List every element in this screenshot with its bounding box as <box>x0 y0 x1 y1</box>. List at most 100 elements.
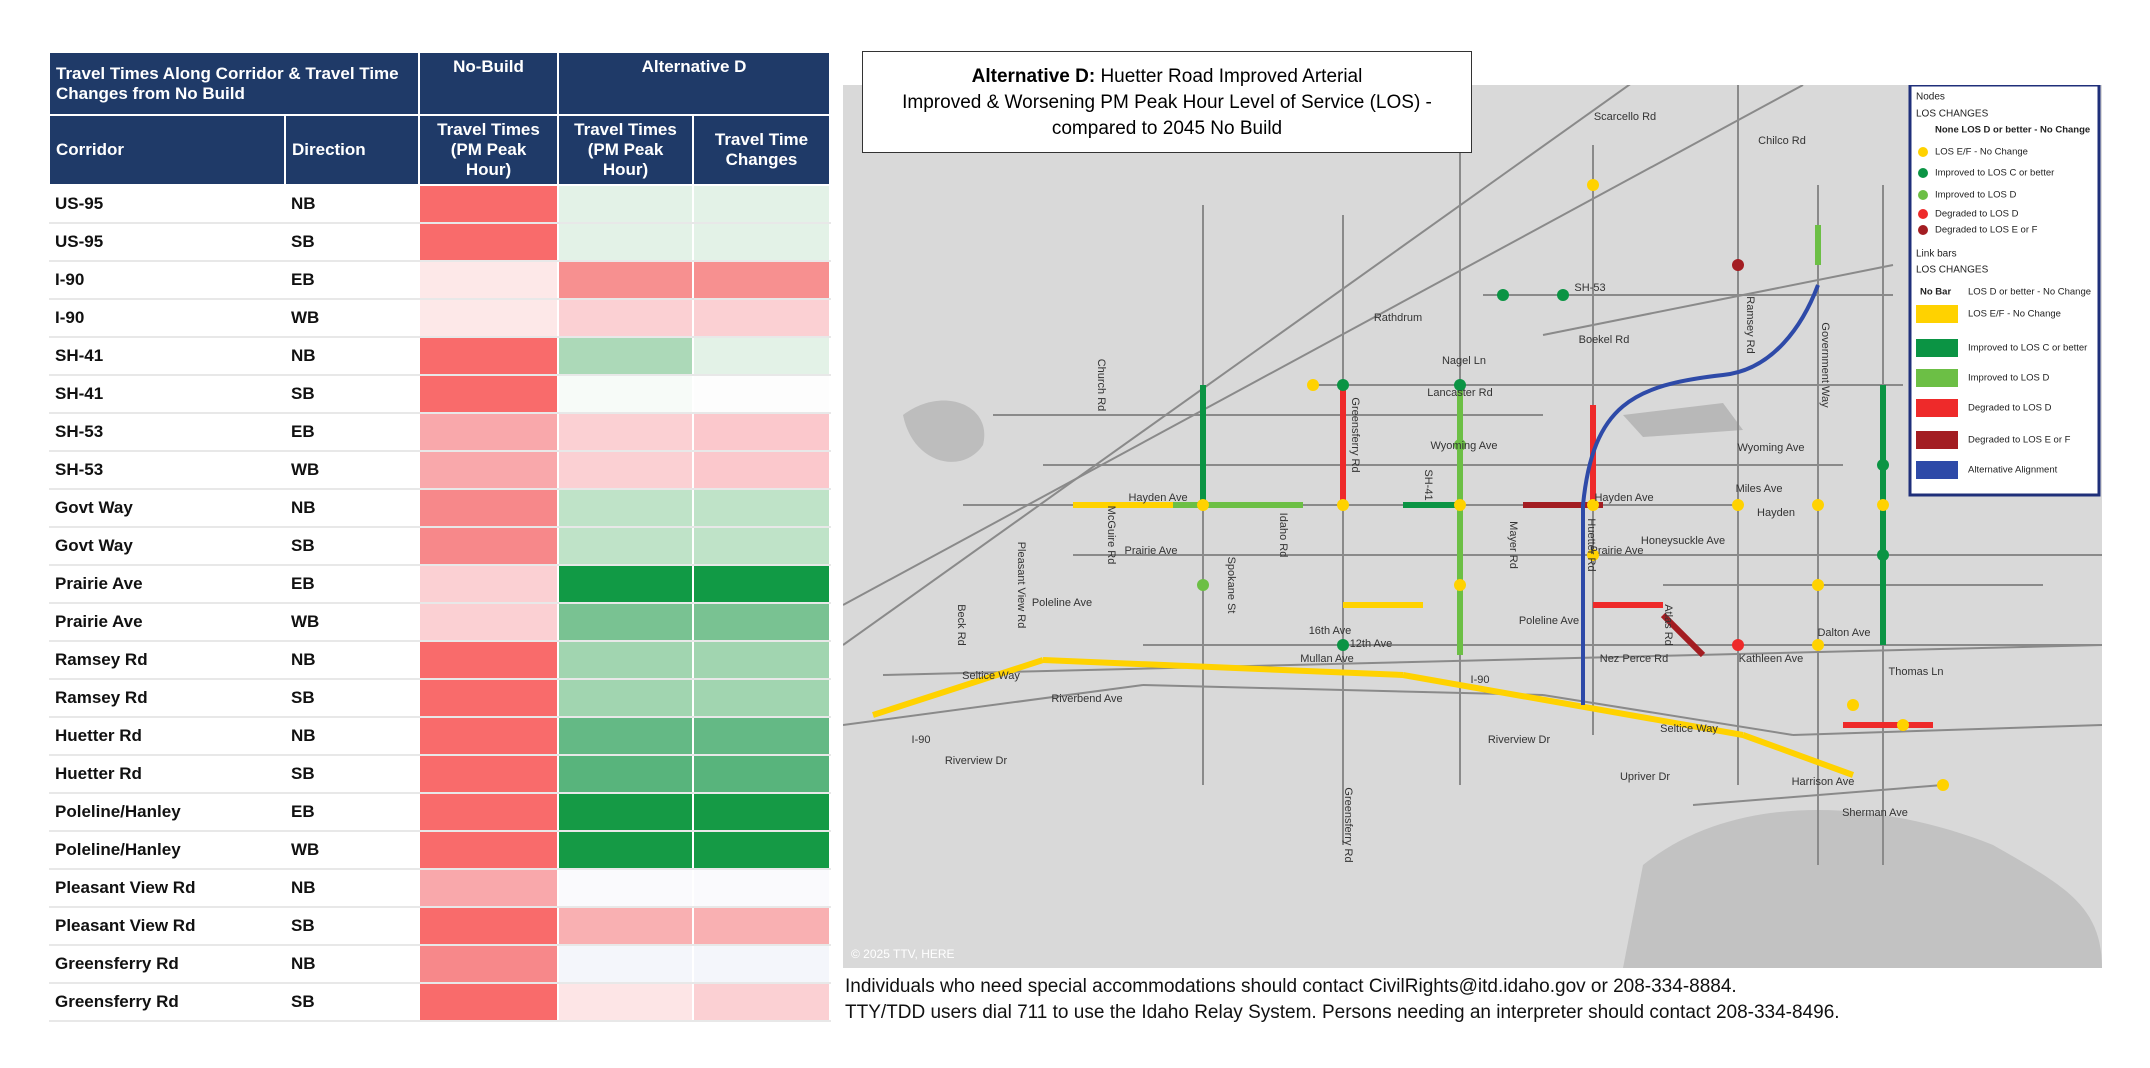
street-label: Prairie Ave <box>1125 545 1178 557</box>
street-label: 16th Ave <box>1309 625 1352 637</box>
change-cell <box>692 223 831 262</box>
street-label: Beck Rd <box>955 604 967 646</box>
street-label: Nez Perce Rd <box>1600 653 1668 665</box>
no-build-cell <box>418 223 559 262</box>
street-label: Seltice Way <box>962 670 1020 682</box>
no-build-cell <box>418 793 559 832</box>
table-row: US-95 NB <box>49 185 831 224</box>
header-alt-d: Alternative D <box>557 51 831 116</box>
node <box>1897 719 1909 731</box>
change-cell <box>692 679 831 718</box>
direction-cell: WB <box>285 451 419 490</box>
no-build-cell <box>418 907 559 946</box>
title-line3: compared to 2045 No Build <box>1051 118 1283 139</box>
street-label: Poleline Ave <box>1519 615 1579 627</box>
no-build-cell <box>418 261 559 300</box>
alt-d-time-cell <box>557 527 694 566</box>
header-travel-times-alt: Travel Times (PM Peak Hour) <box>557 114 694 186</box>
table-row: Prairie Ave EB <box>49 565 831 604</box>
change-cell <box>692 527 831 566</box>
freeway <box>1402 672 1744 738</box>
street-label: Hayden Ave <box>1128 492 1187 504</box>
change-cell <box>692 489 831 528</box>
table-row: SH-41 NB <box>49 337 831 376</box>
table-row: Greensferry Rd SB <box>49 983 831 1022</box>
node <box>1812 579 1824 591</box>
no-build-cell <box>418 185 559 224</box>
direction-cell: SB <box>285 223 419 262</box>
direction-cell: EB <box>285 261 419 300</box>
corridor-cell: SH-41 <box>49 375 285 414</box>
change-cell <box>692 983 831 1022</box>
street-label: Wyoming Ave <box>1738 442 1805 454</box>
legend-bar <box>1916 399 1958 417</box>
alt-d-time-cell <box>557 907 694 946</box>
airport <box>1623 403 1743 437</box>
street-label: Riverview Dr <box>1488 734 1551 746</box>
alt-d-time-cell <box>557 755 694 794</box>
street-label: SH-53 <box>1574 282 1605 294</box>
corridor-cell: Greensferry Rd <box>49 945 285 984</box>
street-label: Thomas Ln <box>1888 666 1943 678</box>
table-row: I-90 EB <box>49 261 831 300</box>
street-label: Greensferry Rd <box>1342 787 1354 862</box>
lake <box>1623 810 2102 968</box>
road <box>843 684 1144 726</box>
direction-cell: WB <box>285 831 419 870</box>
node <box>1877 499 1889 511</box>
table-row: Huetter Rd NB <box>49 717 831 756</box>
road <box>1692 784 1944 806</box>
street-label: Prairie Ave <box>1591 545 1644 557</box>
legend-node <box>1918 168 1928 178</box>
legend-box <box>1908 85 2101 497</box>
street-label: Atlas Rd <box>1662 604 1674 646</box>
no-build-cell <box>418 983 559 1022</box>
street-label: Sherman Ave <box>1842 807 1908 819</box>
node <box>1587 499 1599 511</box>
alt-d-time-cell <box>557 299 694 338</box>
alt-d-time-cell <box>557 565 694 604</box>
direction-cell: NB <box>285 945 419 984</box>
corridor-cell: Ramsey Rd <box>49 679 285 718</box>
no-build-cell <box>418 527 559 566</box>
street-label: Rathdrum <box>1374 312 1422 324</box>
legend-node <box>1918 225 1928 235</box>
change-cell <box>692 565 831 604</box>
table-row: Govt Way NB <box>49 489 831 528</box>
map: © 2025 TTV, HERE Scarcello Rd Chilco Rd SH… <box>843 85 2102 968</box>
direction-cell: NB <box>285 869 419 908</box>
change-cell <box>692 755 831 794</box>
legend-bar <box>1916 305 1958 323</box>
footer-line: Individuals who need special accommodati… <box>845 976 1737 997</box>
node <box>1877 549 1889 561</box>
street-label: Mayer Rd <box>1507 521 1519 569</box>
alt-d-time-cell <box>557 337 694 376</box>
direction-cell: NB <box>285 717 419 756</box>
corridor-cell: SH-41 <box>49 337 285 376</box>
no-build-cell <box>418 603 559 642</box>
node <box>1732 639 1744 651</box>
corridor-cell: Huetter Rd <box>49 755 285 794</box>
change-cell <box>692 603 831 642</box>
legend: Nodes LOS CHANGES None LOS D or better - N… <box>1908 85 2101 497</box>
no-build-cell <box>418 413 559 452</box>
legend-text: LOS D or better - No Change <box>1968 287 2091 298</box>
header-travel-times: Travel Times (PM Peak Hour) <box>418 114 559 186</box>
corridor-cell: Govt Way <box>49 527 285 566</box>
street-label: I-90 <box>1471 674 1490 686</box>
header-no-build: No-Build <box>418 51 559 116</box>
legend-text: None LOS D or better - No Change <box>1935 125 2090 136</box>
no-build-cell <box>418 831 559 870</box>
street-label: Mullan Ave <box>1300 653 1354 665</box>
node <box>1812 499 1824 511</box>
no-build-cell <box>418 679 559 718</box>
table-row: Prairie Ave WB <box>49 603 831 642</box>
no-build-cell <box>418 565 559 604</box>
alt-d-time-cell <box>557 945 694 984</box>
change-cell <box>692 451 831 490</box>
change-cell <box>692 375 831 414</box>
street-label: Seltice Way <box>1660 723 1718 735</box>
freeway <box>872 657 1044 718</box>
direction-cell: WB <box>285 299 419 338</box>
